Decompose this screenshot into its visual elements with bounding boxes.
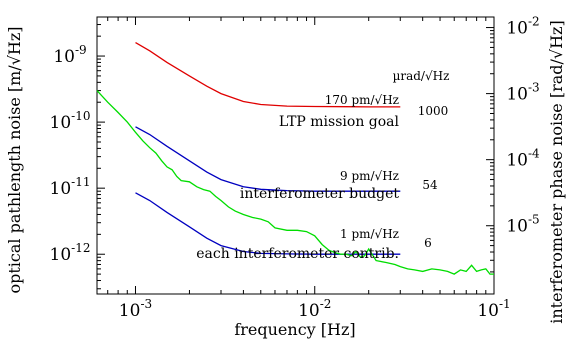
x-tick-label-base: 10: [119, 301, 141, 321]
y-right-tick-label: 10-2: [506, 15, 539, 39]
x-tick-label: 10-3: [119, 297, 152, 321]
y-tick-label-base: 10: [50, 113, 72, 133]
y-right-tick-label: 10-5: [506, 213, 539, 237]
y-right-tick-label-base: 10: [506, 151, 528, 171]
x-tick-label-base: 10: [298, 301, 320, 321]
annotation-blue1-urad: 54: [422, 178, 438, 192]
y-tick-label-exponent: -9: [75, 43, 87, 57]
y-right-tick-label: 10-4: [506, 147, 540, 171]
x-tick-label-exponent: -3: [140, 297, 152, 311]
y-right-minor-ticks: [490, 30, 494, 273]
y-tick-label: 10-10: [50, 109, 91, 133]
right-unit-label: µrad/√Hz: [393, 69, 450, 83]
annotation-blue1-rate: 9 pm/√Hz: [340, 169, 399, 183]
y-tick-label-base: 10: [53, 47, 75, 67]
annotation-blue2-name: each interferometer contrib.: [196, 246, 399, 262]
annotation-red-rate: 170 pm/√Hz: [325, 93, 399, 107]
y-minor-ticks: [97, 24, 101, 290]
y-tick-label-exponent: -10: [71, 109, 90, 123]
y-right-axis-title: interferometer phase noise [rad/√Hz]: [547, 20, 566, 323]
y-tick-label-base: 10: [50, 179, 72, 199]
y-tick-label-exponent: -11: [71, 175, 90, 189]
x-tick-label: 10-1: [477, 297, 510, 321]
series-line-1: [135, 126, 401, 192]
x-tick-label-base: 10: [477, 301, 499, 321]
x-tick-label-exponent: -1: [499, 297, 511, 311]
y-right-tick-label-base: 10: [506, 217, 528, 237]
y-right-tick-label-exponent: -3: [528, 81, 540, 95]
series-line-2: [135, 192, 401, 255]
y-right-tick-label-base: 10: [506, 19, 528, 39]
y-axis-title: optical pathlength noise [m/√Hz]: [5, 26, 24, 293]
y-right-tick-label-base: 10: [506, 85, 528, 105]
y-tick-label-base: 10: [50, 245, 72, 265]
plot-frame: [96, 16, 495, 295]
y-right-ticks: 10-510-410-310-2: [486, 15, 540, 237]
annotation-blue2-urad: 6: [424, 236, 432, 250]
series-line-3: [96, 90, 494, 275]
x-tick-label: 10-2: [298, 297, 331, 321]
annotation-red-name: LTP mission goal: [279, 114, 400, 130]
series-layer: [96, 42, 494, 275]
series-line-0: [135, 42, 401, 108]
y-right-tick-label-exponent: -2: [528, 15, 540, 29]
y-tick-label: 10-12: [50, 241, 91, 265]
y-right-tick-label-exponent: -5: [528, 213, 540, 227]
annotation-blue1-name: interferometer budget: [240, 186, 399, 202]
x-tick-label-exponent: -2: [320, 297, 332, 311]
y-right-tick-label-exponent: -4: [528, 147, 540, 161]
y-tick-label-exponent: -12: [71, 241, 90, 255]
x-axis-title: frequency [Hz]: [234, 320, 355, 339]
y-tick-label: 10-11: [50, 175, 91, 199]
y-right-tick-label: 10-3: [506, 81, 539, 105]
y-tick-label: 10-9: [53, 43, 86, 67]
x-minor-ticks: [107, 17, 487, 294]
x-ticks: 10-3 10-2 10-1: [119, 17, 511, 321]
annotation-blue2-rate: 1 pm/√Hz: [340, 227, 399, 241]
annotation-red-urad: 1000: [418, 104, 449, 118]
